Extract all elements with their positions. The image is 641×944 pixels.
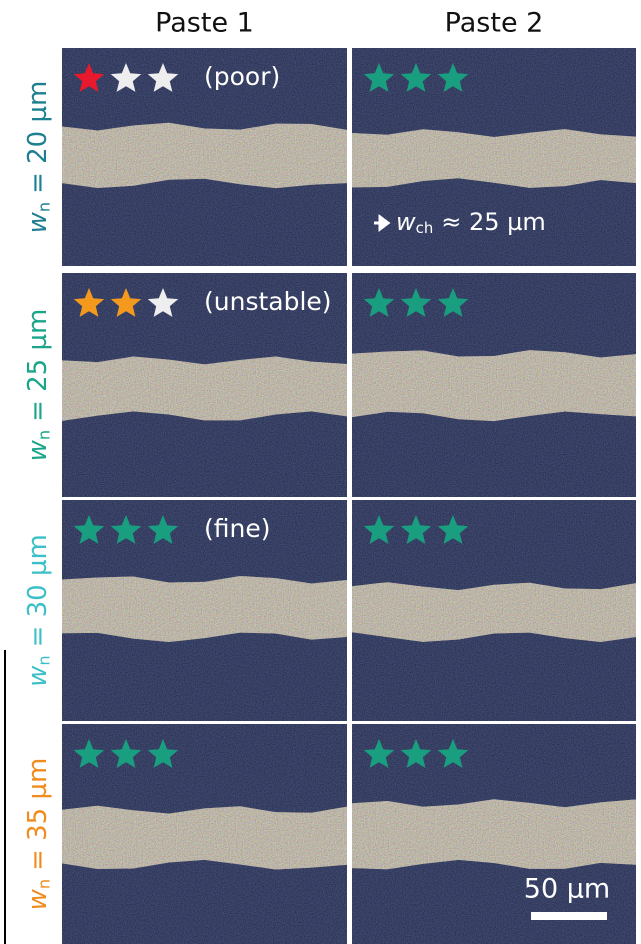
figure: Paste 1Paste 2wn= 20 µm(poor)wch≈ 25 µmw… xyxy=(0,0,641,944)
rating-note: (poor) xyxy=(204,62,280,91)
rating-note: (fine) xyxy=(204,514,270,543)
row-label: wn = 25 µm xyxy=(23,309,54,462)
symbol: w xyxy=(23,439,53,461)
row-label: wn = 20 µm xyxy=(23,81,54,234)
row-value: = 25 µm xyxy=(23,309,53,422)
symbol: w xyxy=(23,211,53,233)
subscript: ch xyxy=(416,219,434,237)
row-label: wn = 35 µm xyxy=(23,758,54,911)
symbol-label: wn = 35 µm xyxy=(23,758,54,911)
printed-line xyxy=(352,350,636,421)
column-header: Paste 1 xyxy=(155,8,254,39)
row-value: = 35 µm xyxy=(23,758,53,871)
symbol: w xyxy=(23,665,53,687)
printed-line xyxy=(62,356,347,420)
symbol: w xyxy=(23,888,53,910)
column-header: Paste 2 xyxy=(445,8,544,39)
printed-line xyxy=(352,799,636,869)
symbol: w xyxy=(396,208,416,236)
subscript: n xyxy=(34,430,53,440)
subscript: n xyxy=(34,202,53,212)
subscript: n xyxy=(34,655,53,665)
row-value: = 30 µm xyxy=(23,534,53,647)
scale-bar xyxy=(531,912,607,920)
symbol-label: wn = 25 µm xyxy=(23,309,54,462)
scale-bar-label: 50 µm xyxy=(524,874,610,905)
row-label: wn = 30 µm xyxy=(23,534,54,687)
row-value: = 20 µm xyxy=(23,81,53,194)
printed-line xyxy=(62,576,347,642)
rating-note: (unstable) xyxy=(204,287,332,316)
symbol-label: wn = 30 µm xyxy=(23,534,54,687)
symbol-label: wn = 20 µm xyxy=(23,81,54,234)
printed-line xyxy=(352,582,636,642)
subscript: n xyxy=(34,879,53,889)
printed-line xyxy=(62,123,347,188)
annotation-value: ≈ 25 µm xyxy=(441,208,546,236)
printed-line xyxy=(352,129,636,188)
